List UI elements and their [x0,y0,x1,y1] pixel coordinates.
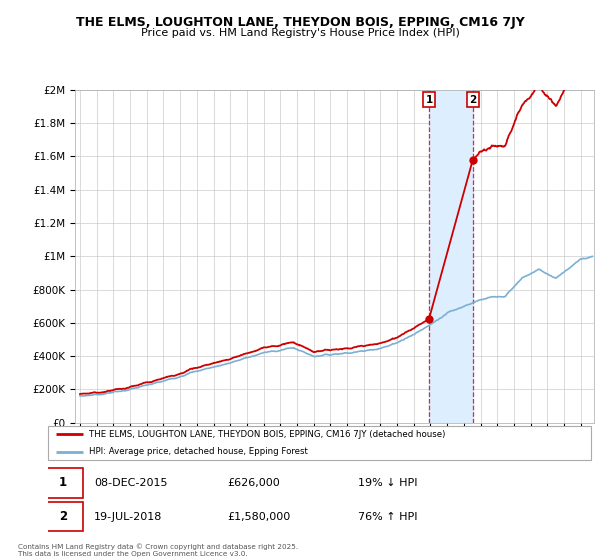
Text: 19% ↓ HPI: 19% ↓ HPI [358,478,417,488]
FancyBboxPatch shape [48,426,591,460]
Text: 1: 1 [59,477,67,489]
Text: 08-DEC-2015: 08-DEC-2015 [94,478,167,488]
Text: 2: 2 [59,510,67,523]
Text: Contains HM Land Registry data © Crown copyright and database right 2025.
This d: Contains HM Land Registry data © Crown c… [18,544,298,557]
Text: £1,580,000: £1,580,000 [227,512,290,521]
Bar [429,90,473,423]
FancyBboxPatch shape [43,468,83,498]
Text: 1: 1 [425,95,433,105]
Text: £626,000: £626,000 [227,478,280,488]
Text: 2: 2 [469,95,476,105]
Text: 76% ↑ HPI: 76% ↑ HPI [358,512,417,521]
FancyBboxPatch shape [43,502,83,531]
Text: THE ELMS, LOUGHTON LANE, THEYDON BOIS, EPPING, CM16 7JY (detached house): THE ELMS, LOUGHTON LANE, THEYDON BOIS, E… [89,430,445,439]
Text: 19-JUL-2018: 19-JUL-2018 [94,512,163,521]
Text: THE ELMS, LOUGHTON LANE, THEYDON BOIS, EPPING, CM16 7JY: THE ELMS, LOUGHTON LANE, THEYDON BOIS, E… [76,16,524,29]
Text: HPI: Average price, detached house, Epping Forest: HPI: Average price, detached house, Eppi… [89,447,308,456]
Text: Price paid vs. HM Land Registry's House Price Index (HPI): Price paid vs. HM Land Registry's House … [140,28,460,38]
